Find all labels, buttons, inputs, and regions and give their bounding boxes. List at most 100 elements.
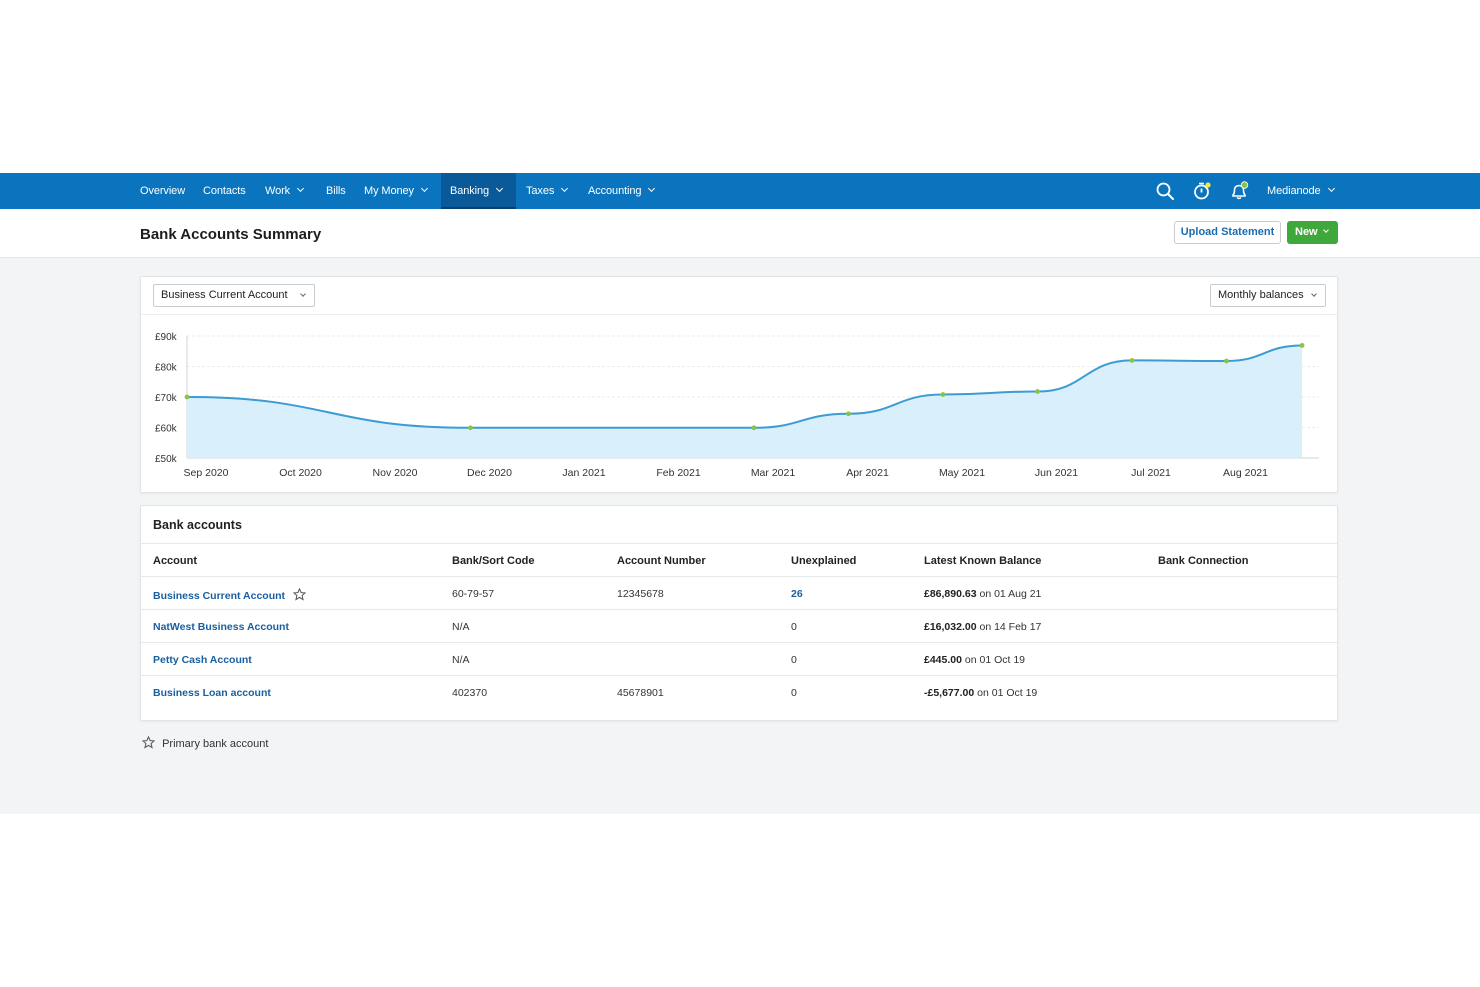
divider: [141, 675, 1337, 676]
balance-area: [187, 345, 1303, 458]
nav-taxes[interactable]: Taxes: [526, 173, 569, 209]
nav-label: Work: [265, 185, 291, 197]
search-icon[interactable]: [1155, 181, 1175, 201]
account-select-value: Business Current Account: [161, 289, 288, 301]
data-point: [468, 425, 473, 431]
nav-label: Contacts: [203, 185, 246, 197]
y-tick-label: £70k: [155, 393, 178, 404]
balance-amount: -£5,677.00: [924, 687, 975, 699]
latest-balance: -£5,677.00 on 01 Oct 19: [924, 687, 1037, 699]
nav-bills[interactable]: Bills: [326, 173, 346, 209]
data-point: [1129, 358, 1135, 363]
balance-amount: £16,032.00: [924, 621, 977, 633]
nav-label: Overview: [140, 185, 186, 197]
nav-label: Accounting: [588, 185, 642, 197]
x-tick-label: Nov 2020: [373, 467, 418, 479]
data-point: [184, 394, 190, 400]
column-header-bank-connection: Bank Connection: [1158, 555, 1249, 567]
nav-contacts[interactable]: Contacts: [203, 173, 246, 209]
data-point: [1224, 358, 1229, 364]
unexplained-link[interactable]: 26: [791, 588, 803, 600]
nav-overview[interactable]: Overview: [140, 173, 185, 209]
account-link[interactable]: Business Current Account: [153, 588, 306, 602]
chevron-down-icon: [496, 184, 504, 193]
new-button-label: New: [1295, 226, 1318, 238]
sort-code: N/A: [452, 654, 470, 666]
data-point: [751, 425, 757, 431]
x-tick-label: Aug 2021: [1223, 467, 1268, 479]
bank-accounts-title: Bank accounts: [153, 518, 242, 532]
chevron-down-icon: [300, 291, 306, 297]
nav-work[interactable]: Work: [265, 173, 305, 209]
timer-icon[interactable]: [1192, 181, 1212, 201]
account-link[interactable]: Business Loan account: [153, 687, 271, 699]
user-menu[interactable]: Medianode: [1267, 173, 1335, 209]
unexplained-count: 0: [791, 621, 797, 633]
chevron-down-icon: [1322, 227, 1329, 233]
data-point: [940, 392, 946, 397]
page-title: Bank Accounts Summary: [140, 226, 322, 243]
x-tick-label: Oct 2020: [279, 467, 322, 479]
account-link[interactable]: Petty Cash Account: [153, 654, 252, 666]
divider: [141, 576, 1337, 577]
data-point: [846, 411, 851, 417]
new-button[interactable]: New: [1287, 221, 1338, 244]
balance-chart-panel: Business Current Account Monthly balance…: [140, 276, 1338, 493]
page-header: Bank Accounts Summary Upload Statement N…: [0, 209, 1480, 258]
upload-statement-button[interactable]: Upload Statement: [1174, 221, 1281, 244]
x-tick-label: Jan 2021: [562, 467, 605, 479]
balance-date: on 01 Oct 19: [977, 687, 1038, 699]
unexplained-count: 0: [791, 654, 797, 666]
balance-date: on 01 Aug 21: [979, 588, 1042, 600]
x-tick-label: Jul 2021: [1131, 467, 1171, 479]
bell-icon[interactable]: [1229, 181, 1249, 201]
nav-accounting[interactable]: Accounting: [588, 173, 656, 209]
x-tick-label: Mar 2021: [751, 467, 796, 479]
view-select-value: Monthly balances: [1218, 289, 1304, 301]
chevron-down-icon: [1327, 184, 1335, 193]
column-header-unexplained: Unexplained: [791, 555, 857, 567]
nav-my-money[interactable]: My Money: [364, 173, 428, 209]
sort-code: 60-79-57: [452, 588, 495, 600]
account-number: 12345678: [617, 588, 664, 600]
user-name: Medianode: [1267, 185, 1321, 197]
y-tick-label: £50k: [155, 454, 178, 465]
balance-chart: £90k £80k £70k £60k £50k Sep 2020 Oct 2020 Nov …: [155, 332, 1319, 479]
divider: [141, 642, 1337, 643]
nav-label: Taxes: [526, 185, 555, 197]
nav-label: My Money: [364, 185, 414, 197]
column-header-account: Account: [153, 555, 197, 567]
app: Overview Contacts Work Bills My Money Ba…: [0, 173, 1480, 814]
bank-accounts-panel: Bank accounts Account Bank/Sort Code Acc…: [140, 505, 1338, 721]
y-tick-label: £80k: [155, 363, 178, 374]
x-tick-label: May 2021: [939, 467, 985, 479]
latest-balance: £86,890.63 on 01 Aug 21: [924, 588, 1041, 600]
nav-banking[interactable]: Banking: [441, 173, 516, 209]
account-name: Business Current Account: [153, 590, 286, 602]
x-tick-label: Jun 2021: [1035, 467, 1078, 479]
chevron-down-icon: [1311, 291, 1317, 297]
unexplained-count: 0: [791, 687, 797, 699]
view-select[interactable]: Monthly balances: [1210, 284, 1326, 307]
account-number: 45678901: [617, 687, 664, 699]
balance-date: on 01 Oct 19: [964, 654, 1026, 666]
account-select[interactable]: Business Current Account: [153, 284, 315, 307]
data-point: [1299, 343, 1305, 348]
chevron-down-icon: [561, 184, 569, 193]
nav-label: Bills: [326, 185, 346, 197]
divider: [141, 609, 1337, 610]
account-link[interactable]: NatWest Business Account: [153, 621, 289, 633]
star-outline-icon: [292, 588, 306, 601]
x-tick-label: Apr 2021: [846, 467, 889, 479]
balance-amount: £86,890.63: [924, 588, 977, 600]
chevron-down-icon: [420, 184, 428, 193]
column-header-balance: Latest Known Balance: [924, 555, 1042, 567]
balance-amount: £445.00: [924, 654, 962, 666]
legend-label: Primary bank account: [162, 738, 269, 750]
nav-label: Banking: [450, 185, 490, 197]
chevron-down-icon: [648, 184, 656, 193]
y-tick-label: £90k: [155, 332, 178, 343]
latest-balance: £445.00 on 01 Oct 19: [924, 654, 1025, 666]
top-nav: Overview Contacts Work Bills My Money Ba…: [0, 173, 1480, 209]
sort-code: 402370: [452, 687, 488, 699]
